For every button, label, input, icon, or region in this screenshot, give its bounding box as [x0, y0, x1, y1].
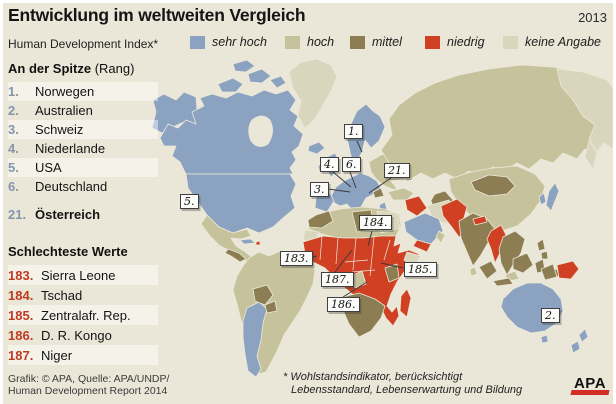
top-list-heading-suffix: (Rang)	[91, 61, 135, 76]
country-name: Australien	[35, 103, 93, 118]
list-item: 5. USA	[8, 158, 158, 177]
list-item: 6. Deutschland	[8, 177, 158, 196]
rank-number: 3.	[8, 122, 19, 137]
apa-logo-text: APA	[573, 375, 607, 392]
legend-item-keine-angabe: keine Angabe	[503, 35, 601, 49]
rank-number: 183.	[8, 267, 34, 283]
region-greenland	[288, 58, 338, 129]
rank-number: 6.	[8, 179, 19, 194]
list-item: 4. Niederlande	[8, 139, 158, 158]
page-edge-right	[613, 0, 616, 404]
country-name: Sierra Leone	[41, 267, 116, 283]
list-item: 184. Tschad	[8, 285, 158, 305]
country-name: Schweiz	[35, 122, 84, 137]
source-credit: Grafik: © APA, Quelle: APA/UNDP/ Human D…	[8, 373, 170, 397]
map-label-rank-5: 5.	[180, 194, 199, 209]
top-list-heading: An der Spitze (Rang)	[8, 61, 158, 76]
page-edge-left	[0, 0, 3, 404]
page-edge-top	[0, 0, 616, 3]
list-item-austria-highlight: 21. Österreich	[8, 205, 158, 224]
legend-item-niedrig: niedrig	[425, 35, 485, 49]
map-label-rank-184: 184.	[359, 215, 392, 230]
country-name: Norwegen	[35, 84, 95, 99]
list-item: 186. D. R. Kongo	[8, 325, 158, 345]
list-item: 3. Schweiz	[8, 120, 158, 139]
footnote-line-2: Lebensstandard, Lebenserwartung und Bild…	[291, 383, 523, 396]
legend-swatch-keine-angabe	[503, 35, 518, 49]
list-item: 1. Norwegen	[8, 82, 158, 101]
rank-number: 2.	[8, 103, 19, 118]
apa-logo-red-bar	[570, 390, 610, 395]
country-name: USA	[35, 160, 62, 175]
rank-number: 185.	[8, 307, 34, 323]
credit-line-1: Grafik: © APA, Quelle: APA/UNDP/	[8, 373, 170, 385]
footnote: * Wohlstandsindikator, berücksichtigt Le…	[283, 371, 522, 396]
legend-item-hoch: hoch	[285, 35, 334, 49]
worst-ranking-list: Schlechteste Werte 183. Sierra Leone 184.…	[8, 244, 158, 365]
legend-label: sehr hoch	[212, 35, 267, 49]
map-label-rank-186: 186.	[327, 297, 360, 312]
region-asia	[380, 64, 614, 287]
map-label-rank-3: 3.	[310, 182, 329, 197]
top-ranking-list: An der Spitze (Rang) 1. Norwegen 2. Austra…	[8, 61, 158, 224]
map-label-rank-1: 1.	[344, 124, 363, 139]
label-leader-lines	[307, 140, 404, 298]
legend-label: niedrig	[447, 35, 485, 49]
list-item: 183. Sierra Leone	[8, 265, 158, 285]
legend-swatch-niedrig	[425, 35, 440, 49]
legend-item-mittel: mittel	[350, 35, 402, 49]
list-item: 185. Zentralafr. Rep.	[8, 305, 158, 325]
country-name: Niederlande	[35, 141, 106, 156]
legend-label: hoch	[307, 35, 335, 49]
country-name: Niger	[41, 347, 73, 363]
credit-line-2: Human Development Report 2014	[8, 384, 168, 397]
region-iceland	[307, 141, 326, 155]
country-name: Österreich	[35, 207, 101, 222]
rank-number: 184.	[8, 287, 34, 303]
rank-number: 187.	[8, 347, 34, 363]
page-title: Entwicklung im weltweiten Vergleich	[8, 5, 306, 25]
rank-number: 1.	[8, 84, 19, 99]
rank-number: 186.	[8, 327, 34, 343]
footnote-line-1: * Wohlstandsindikator, berücksichtigt	[283, 371, 463, 383]
legend-title: Human Development Index*	[8, 37, 159, 51]
list-item: 2. Australien	[8, 101, 158, 120]
year-label: 2013	[578, 10, 607, 25]
map-label-rank-21: 21.	[384, 163, 410, 178]
worst-list-heading-bold: Schlechteste Werte	[8, 244, 128, 259]
legend-item-sehr-hoch: sehr hoch	[190, 35, 267, 49]
list-item: 187. Niger	[8, 345, 158, 365]
legend-swatch-hoch	[285, 35, 300, 49]
map-label-rank-183: 183.	[280, 251, 313, 266]
country-name: Tschad	[41, 287, 83, 303]
legend-swatch-sehr-hoch	[190, 35, 205, 49]
map-label-rank-2: 2.	[541, 308, 560, 323]
region-africa	[302, 206, 422, 338]
region-europe	[314, 103, 420, 222]
region-north-america	[151, 59, 304, 266]
country-name: D. R. Kongo	[41, 327, 112, 343]
worst-list-heading: Schlechteste Werte	[8, 244, 158, 259]
country-name: Zentralafr. Rep.	[41, 307, 131, 323]
map-label-rank-6: 6.	[342, 157, 361, 172]
map-label-rank-4: 4.	[320, 157, 339, 172]
region-south-america	[232, 250, 316, 378]
legend-label: mittel	[372, 35, 402, 49]
apa-logo: APA	[570, 375, 610, 395]
rank-number: 4.	[8, 141, 19, 156]
map-label-rank-185: 185.	[404, 262, 437, 277]
legend-swatch-mittel	[350, 35, 365, 49]
top-list-heading-bold: An der Spitze	[8, 61, 92, 76]
country-name: Deutschland	[35, 179, 108, 194]
rank-number: 21.	[8, 207, 27, 222]
map-label-rank-187: 187.	[321, 272, 354, 287]
rank-number: 5.	[8, 160, 19, 175]
legend-label: keine Angabe	[525, 35, 601, 49]
